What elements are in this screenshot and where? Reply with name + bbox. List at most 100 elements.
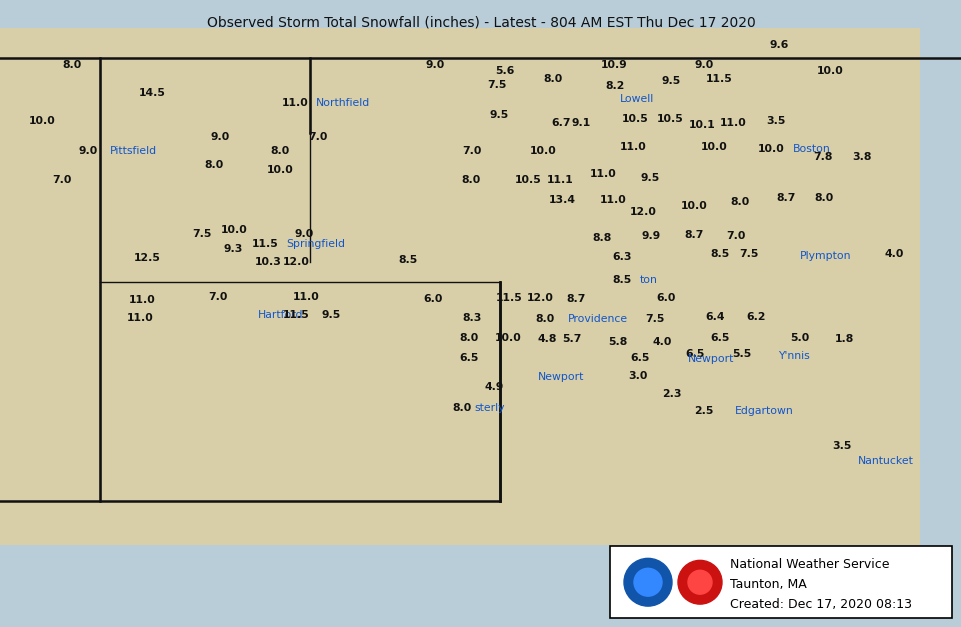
Text: 11.0: 11.0	[282, 98, 308, 108]
Text: 11.0: 11.0	[719, 118, 746, 128]
Text: 11.5: 11.5	[252, 239, 278, 249]
Text: Pittsfield: Pittsfield	[110, 145, 157, 155]
Text: Newport: Newport	[687, 354, 733, 364]
Text: 9.0: 9.0	[210, 132, 230, 142]
Text: 5.6: 5.6	[495, 66, 514, 76]
Text: 11.1: 11.1	[546, 176, 573, 186]
Text: 10.0: 10.0	[266, 166, 293, 176]
Text: 9.1: 9.1	[571, 118, 590, 128]
Text: 6.7: 6.7	[551, 118, 570, 128]
Text: 10.9: 10.9	[600, 60, 627, 70]
Text: 6.0: 6.0	[655, 293, 675, 303]
Text: 10.0: 10.0	[530, 145, 555, 155]
Text: 6.0: 6.0	[423, 294, 442, 303]
Text: 3.0: 3.0	[628, 371, 647, 381]
Text: Boston: Boston	[792, 144, 830, 154]
Text: 11.0: 11.0	[129, 295, 156, 305]
Text: 7.0: 7.0	[308, 132, 328, 142]
Text: 7.0: 7.0	[52, 176, 72, 186]
Text: 10.0: 10.0	[816, 66, 843, 76]
Text: 6.5: 6.5	[709, 332, 729, 342]
Circle shape	[624, 559, 672, 606]
Text: Northfield: Northfield	[315, 98, 370, 108]
Text: Hartford: Hartford	[258, 310, 303, 320]
Text: 9.0: 9.0	[425, 60, 444, 70]
Text: 8.2: 8.2	[604, 81, 624, 91]
Text: 8.3: 8.3	[462, 313, 481, 323]
Text: 7.0: 7.0	[209, 292, 228, 302]
Text: Edgartown: Edgartown	[734, 406, 793, 416]
Text: 8.0: 8.0	[204, 161, 223, 171]
Text: 2.3: 2.3	[661, 389, 681, 399]
Text: National Weather Service: National Weather Service	[729, 559, 889, 571]
Text: sterly: sterly	[474, 403, 504, 413]
Text: 9.0: 9.0	[294, 229, 313, 239]
Text: ton: ton	[639, 275, 657, 285]
Text: 8.7: 8.7	[683, 230, 702, 240]
Text: 6.4: 6.4	[704, 312, 724, 322]
Text: 9.5: 9.5	[321, 310, 340, 320]
Text: 10.5: 10.5	[621, 113, 648, 124]
Text: 12.0: 12.0	[526, 293, 553, 303]
Text: 13.4: 13.4	[548, 195, 575, 205]
Text: 9.3: 9.3	[223, 244, 242, 254]
Text: Springfield: Springfield	[285, 239, 345, 249]
Text: Observed Storm Total Snowfall (inches) - Latest - 804 AM EST Thu Dec 17 2020: Observed Storm Total Snowfall (inches) -…	[207, 16, 754, 29]
Text: 9.0: 9.0	[78, 145, 97, 155]
Text: 6.5: 6.5	[684, 349, 704, 359]
Text: 2.5: 2.5	[694, 406, 713, 416]
Text: 3.5: 3.5	[766, 116, 785, 126]
Text: Newport: Newport	[537, 372, 583, 382]
Text: 6.5: 6.5	[629, 354, 649, 364]
Text: 8.0: 8.0	[814, 193, 833, 203]
Text: 10.0: 10.0	[29, 116, 56, 126]
Text: 4.9: 4.9	[483, 382, 504, 393]
Text: 10.5: 10.5	[514, 176, 541, 186]
Text: 4.8: 4.8	[537, 334, 556, 344]
Text: 8.0: 8.0	[452, 403, 471, 413]
Text: 6.2: 6.2	[746, 312, 765, 322]
Text: 8.8: 8.8	[592, 233, 611, 243]
Text: Lowell: Lowell	[619, 94, 653, 104]
Circle shape	[687, 571, 711, 594]
Text: 5.5: 5.5	[731, 349, 751, 359]
Text: 10.3: 10.3	[255, 257, 282, 267]
Text: 8.7: 8.7	[566, 294, 585, 303]
Text: 4.0: 4.0	[652, 337, 671, 347]
Text: 14.5: 14.5	[138, 88, 165, 98]
Text: 7.5: 7.5	[739, 249, 758, 259]
Text: 12.0: 12.0	[283, 257, 309, 267]
Text: 1.8: 1.8	[833, 334, 852, 344]
Text: 10.0: 10.0	[220, 225, 247, 235]
Text: 5.0: 5.0	[790, 332, 809, 342]
Text: 4.0: 4.0	[883, 249, 902, 259]
Text: Y'nnis: Y'nnis	[777, 352, 809, 361]
Text: 8.5: 8.5	[709, 249, 728, 259]
Text: 11.0: 11.0	[127, 313, 153, 323]
Text: 9.5: 9.5	[489, 110, 508, 120]
Text: 7.5: 7.5	[192, 229, 211, 239]
Text: Plympton: Plympton	[800, 251, 850, 261]
Bar	[609, 547, 951, 618]
Text: 8.0: 8.0	[535, 314, 554, 324]
Text: 3.5: 3.5	[831, 441, 850, 451]
Text: 8.0: 8.0	[729, 198, 749, 208]
Text: 3.8: 3.8	[851, 152, 871, 162]
Text: 11.0: 11.0	[292, 292, 319, 302]
Text: 6.5: 6.5	[458, 354, 479, 364]
Text: 8.5: 8.5	[612, 275, 631, 285]
Text: 10.0: 10.0	[494, 332, 521, 342]
Text: 7.0: 7.0	[462, 145, 481, 155]
Text: 9.5: 9.5	[640, 174, 659, 184]
Text: 7.5: 7.5	[645, 314, 664, 324]
Text: Nantucket: Nantucket	[857, 456, 913, 466]
Text: 8.0: 8.0	[62, 60, 82, 70]
Text: 5.8: 5.8	[607, 337, 627, 347]
Text: 10.0: 10.0	[680, 201, 706, 211]
Text: 8.0: 8.0	[270, 145, 289, 155]
Text: 11.0: 11.0	[599, 195, 626, 205]
Text: 11.5: 11.5	[283, 310, 309, 320]
Text: 10.5: 10.5	[656, 113, 682, 124]
Text: 10.0: 10.0	[700, 142, 727, 152]
Text: 8.5: 8.5	[398, 255, 417, 265]
